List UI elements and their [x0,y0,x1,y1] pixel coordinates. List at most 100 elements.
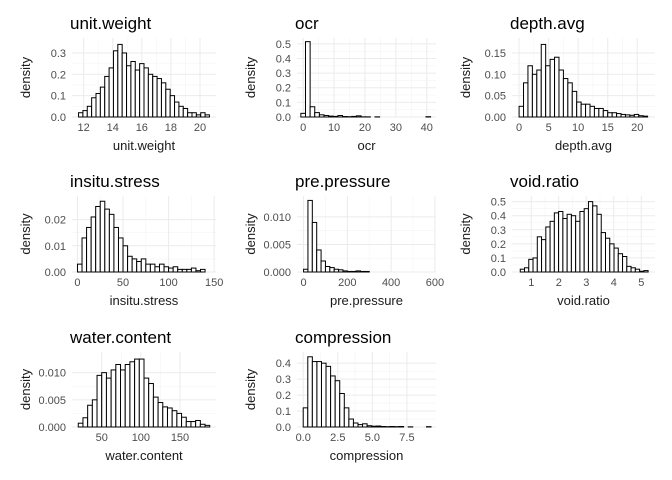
histogram-bar [86,226,92,273]
histogram-bar [593,107,600,118]
histogram-bar [134,358,140,428]
histogram-bar [200,112,206,118]
histogram-bar [355,270,361,273]
histogram-bar [549,58,556,118]
histogram-bar [527,65,533,118]
panel-pre-pressure: 0 200 400 600 0.000 0.005 0.010 pre.pressure pre… [243,172,444,308]
histogram-bar [303,268,309,273]
panel-title: compression [295,328,391,347]
histogram-bar [638,115,644,118]
y-tick-label: 0.01 [45,241,66,253]
x-tick-label: 0 [516,122,522,134]
x-tick-label: 5 [546,122,552,134]
histogram-bar [633,113,640,118]
histogram-bar [139,63,145,118]
histogram-bar [152,396,159,428]
histogram-bar [78,112,84,118]
histogram-bar [105,377,112,428]
histogram-bar [338,269,344,273]
histogram-bar [90,216,97,273]
histogram-bar [570,215,577,273]
histogram-bar [366,425,373,428]
histogram-bar [87,404,93,428]
panel-compression: 0.0 2.5 5.0 7.5 0.0 0.1 0.2 0.3 0.4 compression co… [243,328,436,463]
x-tick-label: 20 [631,122,643,134]
x-tick-label: 5 [638,277,644,289]
y-tick-label: 0.1 [276,406,291,418]
panel-title: water.content [69,328,171,347]
histogram-bar [117,43,123,118]
y-tick-label: 0.05 [485,91,506,103]
y-tick-label: 0.10 [485,69,506,81]
histogram-bar [320,260,326,273]
histogram-bar [127,255,133,273]
histogram-bar [95,93,101,118]
x-tick-label: 0 [301,277,307,289]
histogram-bar [524,267,530,273]
y-tick-label: 0.15 [485,48,506,60]
histogram-bar [195,114,202,118]
histogram-bar [169,95,176,118]
x-tick-label: 2 [556,277,562,289]
histogram-bar [602,110,609,118]
histogram-bar [316,249,322,273]
histogram-bar [630,267,636,273]
histogram-bar [330,375,336,428]
histogram-bar [607,112,613,118]
y-tick-label: 0.0 [491,267,506,279]
histogram-bar [104,208,110,273]
x-tick-label: 5.0 [365,432,380,444]
histogram-bar [162,406,168,428]
panel-title: insitu.stress [70,172,160,191]
histogram-bar [160,82,167,118]
histogram-bar [314,112,320,118]
histogram-bar [101,372,107,428]
histogram-bar [190,421,197,428]
x-tick-label: 15 [602,122,614,134]
histogram-bar [332,115,339,118]
histogram-bar [91,399,98,428]
histogram-bar [171,410,178,428]
histogram-bar [620,113,626,118]
panel-title: unit.weight [70,14,152,33]
histogram-bar [181,268,188,273]
histogram-bar [567,82,573,118]
y-tick-label: 0.2 [51,69,66,81]
histogram-bar [333,268,340,273]
histogram-bar [371,425,377,428]
histogram-bar [629,114,635,118]
y-tick-label: 0.5 [491,197,506,209]
histogram-bar [536,236,543,273]
y-tick-label: 0.0 [276,422,291,434]
histogram-bar [323,115,330,118]
histogram-bar [99,86,106,118]
histogram-bar [113,226,119,273]
x-tick-label: 10 [572,122,584,134]
histogram-bar [309,106,316,118]
y-tick-label: 0.3 [491,225,506,237]
histogram-bar [562,218,568,273]
histogram-bar [316,361,322,428]
x-axis-title: ocr [357,138,376,153]
y-tick-label: 0.0 [276,112,291,124]
histogram-bar [585,103,591,118]
histogram-bar [531,73,538,118]
x-axis-title: compression [330,448,404,463]
histogram-bar [307,199,313,273]
y-tick-label: 0.00 [45,267,66,279]
y-axis-title: density [243,368,258,410]
histogram-bar [152,75,158,118]
y-tick-label: 0.2 [276,83,291,95]
histogram-bar [540,43,547,118]
histogram-bar [129,361,136,428]
histogram-bar [104,75,110,118]
y-tick-label: 0.005 [263,239,291,251]
y-axis-title: density [458,213,473,255]
histogram-bar [576,101,582,118]
y-tick-label: 0.02 [45,215,66,227]
histogram-bar [311,361,318,428]
panel-water-content: 50 100 150 0.000 0.005 0.010 water.content wate… [18,328,216,463]
histogram-bar [181,416,187,428]
histogram-bar [583,208,589,273]
histogram-bar [120,369,126,428]
